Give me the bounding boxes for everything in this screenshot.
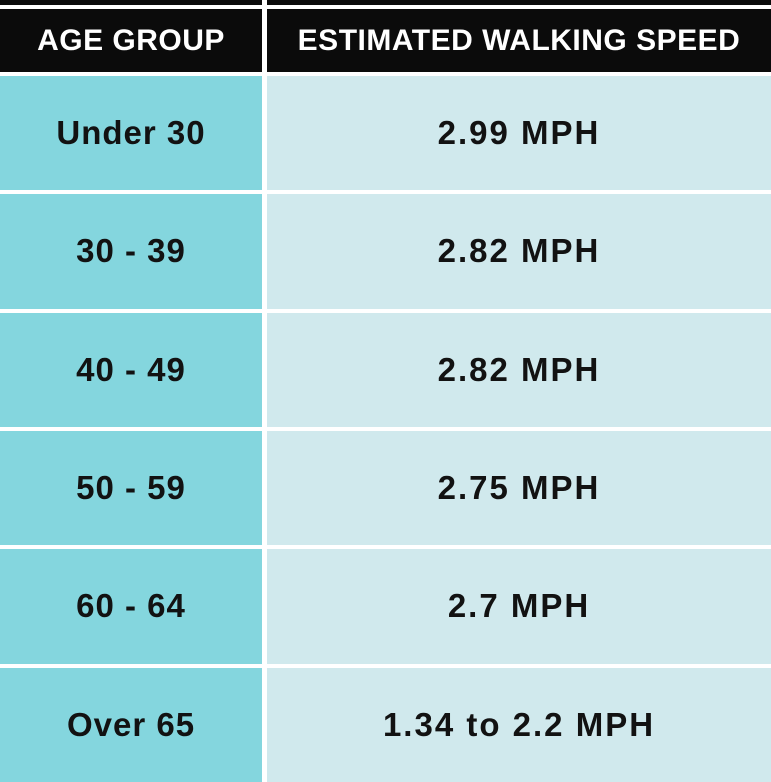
walking-speed-cell-60-64: 2.7 MPH — [267, 549, 771, 664]
top-border-left — [0, 0, 262, 5]
header-walking-speed: ESTIMATED WALKING SPEED — [267, 9, 771, 72]
age-group-cell-40-49: 40 - 49 — [0, 312, 262, 427]
walking-speed-cell-50-59: 2.75 MPH — [267, 431, 771, 546]
walking-speed-cell-30-39: 2.82 MPH — [267, 194, 771, 309]
age-group-cell-under-30: Under 30 — [0, 76, 262, 191]
top-border-right — [267, 0, 771, 5]
walking-speed-cell-40-49: 2.82 MPH — [267, 312, 771, 427]
age-group-cell-over-65: Over 65 — [0, 667, 262, 782]
walking-speed-cell-under-30: 2.99 MPH — [267, 76, 771, 191]
header-age-group: AGE GROUP — [0, 9, 262, 72]
age-group-cell-60-64: 60 - 64 — [0, 549, 262, 664]
age-group-cell-30-39: 30 - 39 — [0, 194, 262, 309]
age-group-cell-50-59: 50 - 59 — [0, 431, 262, 546]
walking-speed-cell-over-65: 1.34 to 2.2 MPH — [267, 667, 771, 782]
